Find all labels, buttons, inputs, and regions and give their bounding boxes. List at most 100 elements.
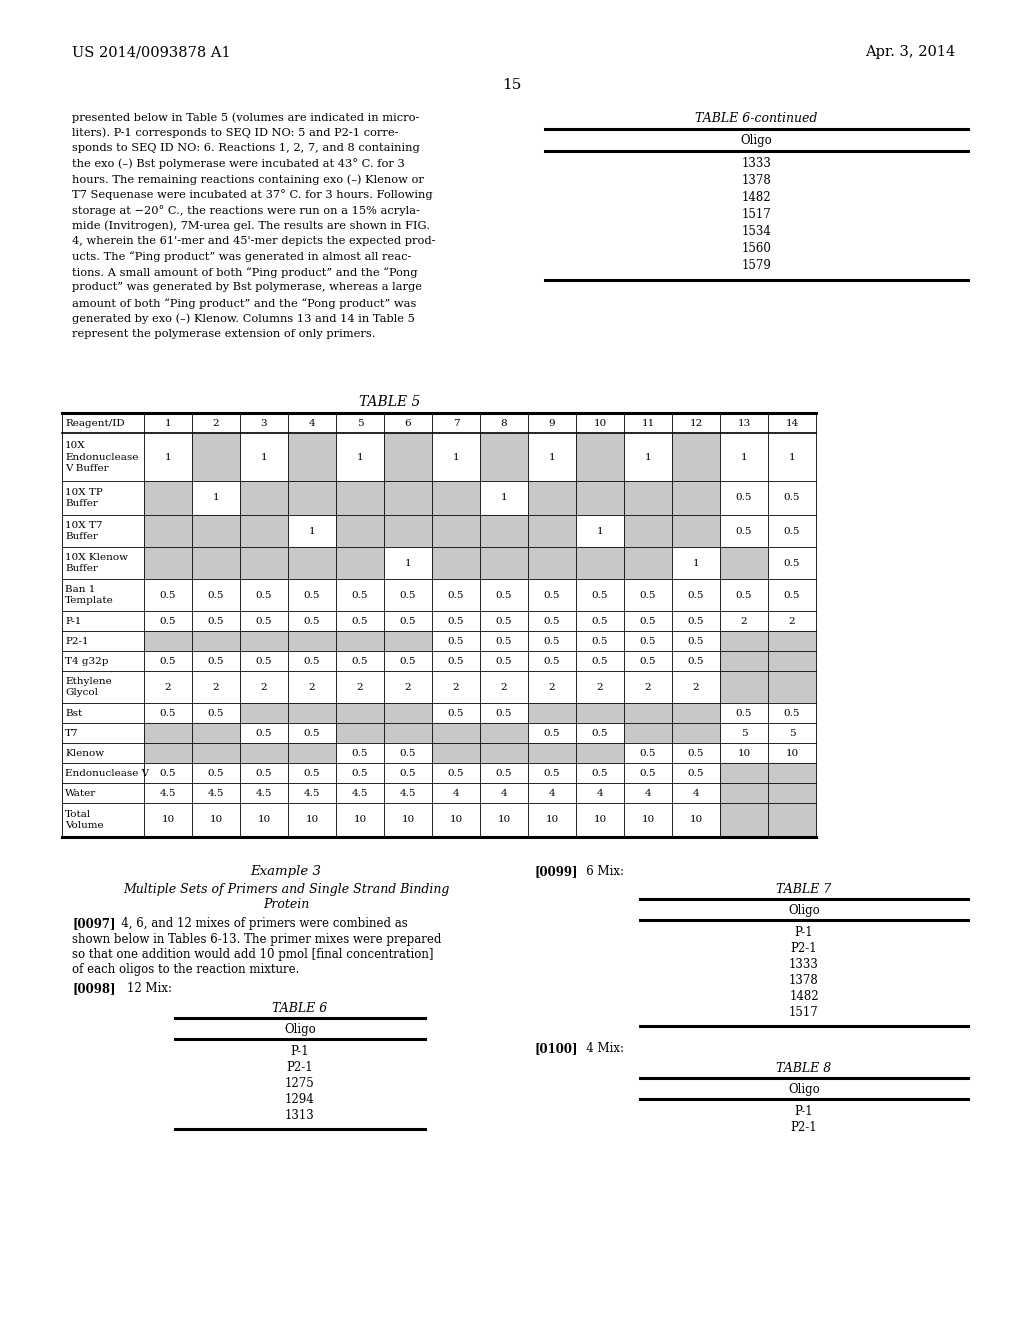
Text: 4.5: 4.5 <box>304 788 321 797</box>
Bar <box>144 480 193 515</box>
Text: 0.5: 0.5 <box>544 768 560 777</box>
Text: ucts. The “Ping product” was generated in almost all reac-: ucts. The “Ping product” was generated i… <box>72 252 412 263</box>
Text: 2: 2 <box>261 682 267 692</box>
Text: 4: 4 <box>597 788 603 797</box>
Text: 2: 2 <box>453 682 460 692</box>
Bar <box>288 631 336 651</box>
Text: Ethylene: Ethylene <box>65 677 112 686</box>
Text: Bst: Bst <box>65 709 82 718</box>
Bar <box>384 631 432 651</box>
Text: 4, 6, and 12 mixes of primers were combined as: 4, 6, and 12 mixes of primers were combi… <box>110 917 408 931</box>
Text: 10: 10 <box>689 816 702 825</box>
Text: 0.5: 0.5 <box>160 656 176 665</box>
Text: tions. A small amount of both “Ping product” and the “Pong: tions. A small amount of both “Ping prod… <box>72 267 418 277</box>
Text: 0.5: 0.5 <box>256 656 272 665</box>
Text: Protein: Protein <box>263 898 309 911</box>
Text: 0.5: 0.5 <box>256 768 272 777</box>
Text: Oligo: Oligo <box>740 135 772 147</box>
Text: 4: 4 <box>692 788 699 797</box>
Text: 0.5: 0.5 <box>304 729 321 738</box>
Text: 0.5: 0.5 <box>399 590 416 599</box>
Text: 1: 1 <box>165 418 171 428</box>
Text: 0.5: 0.5 <box>592 729 608 738</box>
Text: 10X Klenow: 10X Klenow <box>65 553 128 562</box>
Bar <box>720 631 768 651</box>
Text: 0.5: 0.5 <box>544 729 560 738</box>
Text: P2-1: P2-1 <box>287 1061 313 1074</box>
Text: 2: 2 <box>740 616 748 626</box>
Text: 0.5: 0.5 <box>352 656 369 665</box>
Text: so that one addition would add 10 pmol [final concentration]: so that one addition would add 10 pmol [… <box>72 948 433 961</box>
Text: Ban 1: Ban 1 <box>65 585 95 594</box>
Bar <box>672 723 720 743</box>
Bar <box>672 515 720 546</box>
Bar <box>624 546 672 579</box>
Bar <box>720 783 768 803</box>
Text: 0.5: 0.5 <box>544 656 560 665</box>
Text: 10: 10 <box>209 816 222 825</box>
Text: 0.5: 0.5 <box>256 590 272 599</box>
Text: 0.5: 0.5 <box>447 636 464 645</box>
Text: Buffer: Buffer <box>65 532 98 541</box>
Text: 13: 13 <box>737 418 751 428</box>
Bar <box>240 704 288 723</box>
Text: 1313: 1313 <box>285 1109 314 1122</box>
Text: 0.5: 0.5 <box>688 636 705 645</box>
Text: 2: 2 <box>501 682 507 692</box>
Text: Multiple Sets of Primers and Single Strand Binding: Multiple Sets of Primers and Single Stra… <box>123 883 450 896</box>
Bar <box>480 546 528 579</box>
Text: Buffer: Buffer <box>65 564 98 573</box>
Bar <box>528 515 575 546</box>
Text: 0.5: 0.5 <box>447 590 464 599</box>
Text: 1: 1 <box>549 453 555 462</box>
Text: 6 Mix:: 6 Mix: <box>575 865 624 878</box>
Bar <box>193 631 240 651</box>
Text: 0.5: 0.5 <box>208 590 224 599</box>
Bar <box>336 631 384 651</box>
Text: 2: 2 <box>404 682 412 692</box>
Text: 6: 6 <box>404 418 412 428</box>
Text: 5: 5 <box>788 729 796 738</box>
Text: amount of both “Ping product” and the “Pong product” was: amount of both “Ping product” and the “P… <box>72 298 417 309</box>
Bar <box>144 546 193 579</box>
Text: 0.5: 0.5 <box>399 616 416 626</box>
Text: 0.5: 0.5 <box>447 709 464 718</box>
Text: 1: 1 <box>740 453 748 462</box>
Text: 0.5: 0.5 <box>688 748 705 758</box>
Text: 10: 10 <box>401 816 415 825</box>
Text: 0.5: 0.5 <box>256 616 272 626</box>
Bar <box>624 723 672 743</box>
Text: 0.5: 0.5 <box>736 590 753 599</box>
Text: Endonuclease: Endonuclease <box>65 453 138 462</box>
Bar <box>144 743 193 763</box>
Bar <box>288 704 336 723</box>
Text: 0.5: 0.5 <box>208 616 224 626</box>
Text: 1333: 1333 <box>790 958 819 972</box>
Text: 4: 4 <box>453 788 460 797</box>
Bar <box>575 546 624 579</box>
Text: 1333: 1333 <box>741 157 771 170</box>
Text: 15: 15 <box>503 78 521 92</box>
Text: 0.5: 0.5 <box>160 590 176 599</box>
Text: P2-1: P2-1 <box>791 942 817 954</box>
Text: TABLE 8: TABLE 8 <box>776 1063 831 1074</box>
Text: 10X: 10X <box>65 441 86 450</box>
Text: 4: 4 <box>501 788 507 797</box>
Text: 12: 12 <box>689 418 702 428</box>
Text: 10: 10 <box>162 816 175 825</box>
Text: 0.5: 0.5 <box>352 590 369 599</box>
Bar <box>193 433 240 480</box>
Text: 0.5: 0.5 <box>592 768 608 777</box>
Bar <box>624 480 672 515</box>
Text: Reagent/ID: Reagent/ID <box>65 418 125 428</box>
Bar <box>720 803 768 837</box>
Bar <box>336 515 384 546</box>
Text: Klenow: Klenow <box>65 748 104 758</box>
Bar <box>432 743 480 763</box>
Bar <box>624 515 672 546</box>
Text: 0.5: 0.5 <box>783 494 800 503</box>
Text: Oligo: Oligo <box>284 1023 315 1036</box>
Text: 10X TP: 10X TP <box>65 488 102 496</box>
Text: T7 Sequenase were incubated at 37° C. for 3 hours. Following: T7 Sequenase were incubated at 37° C. fo… <box>72 190 432 201</box>
Bar <box>288 433 336 480</box>
